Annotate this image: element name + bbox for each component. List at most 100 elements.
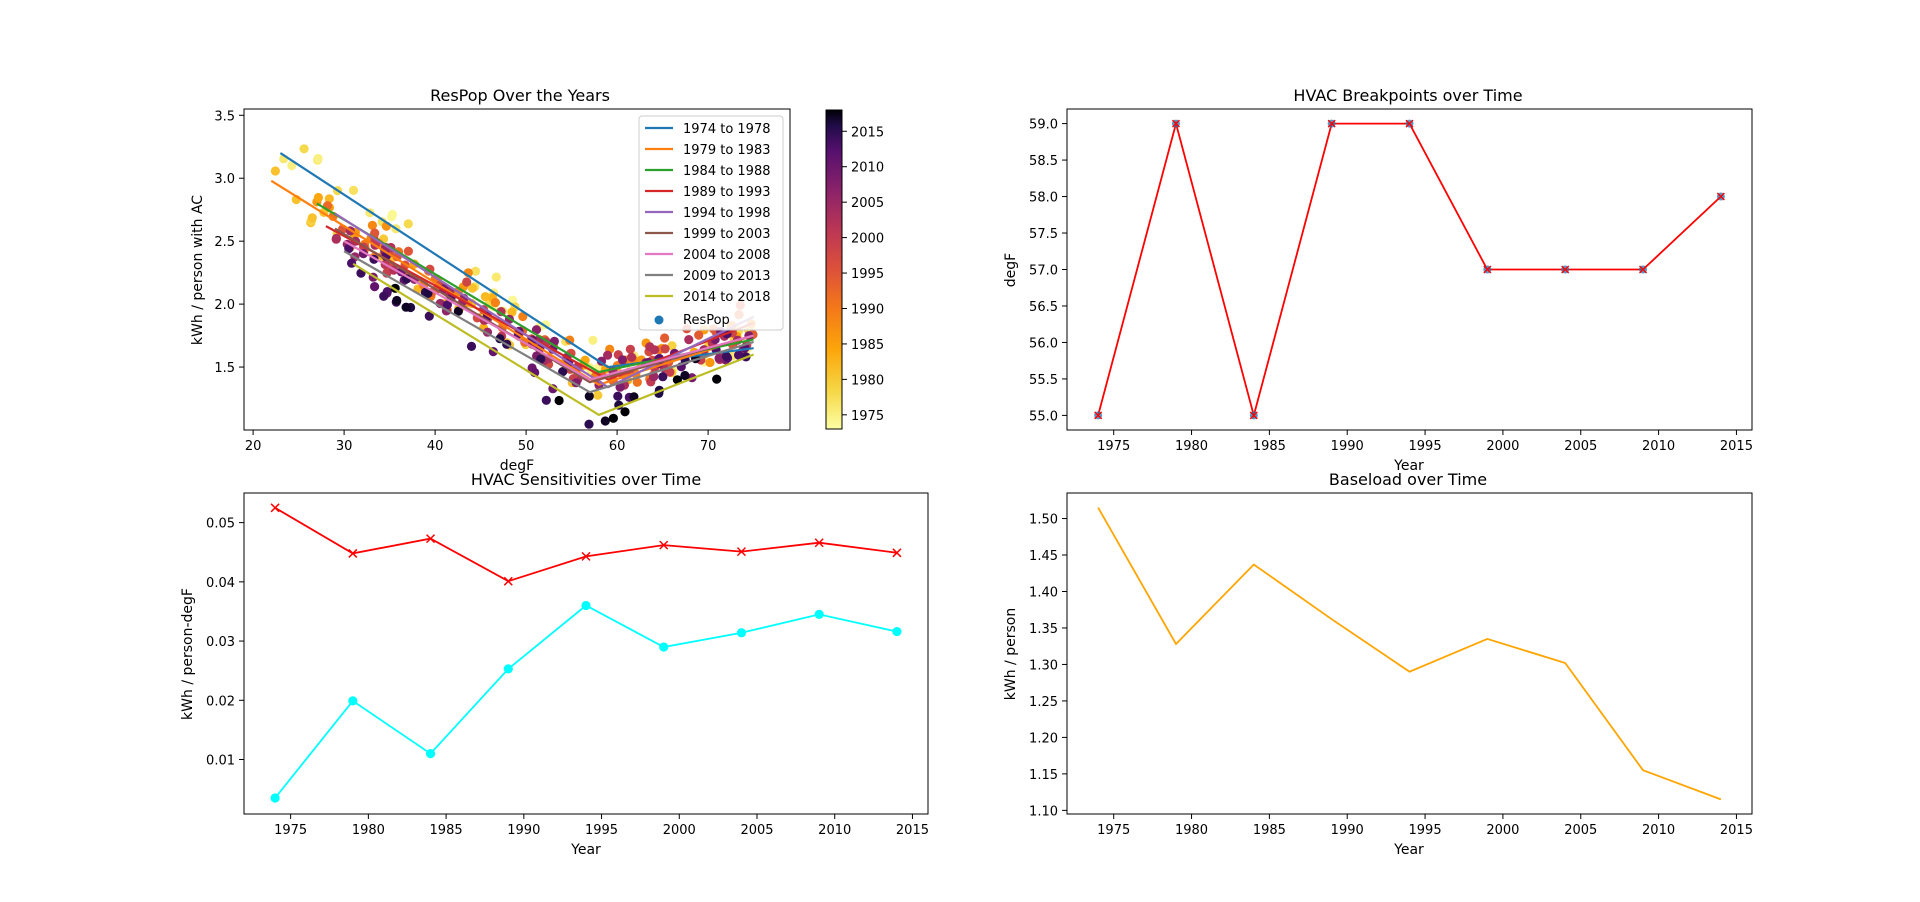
sensitivity-x-marker xyxy=(426,534,436,544)
respop-scatter-point xyxy=(531,325,542,335)
y-tick-label: 1.50 xyxy=(1029,513,1058,528)
respop-x-axis-label: degF xyxy=(500,458,534,474)
baseload-x-ticks: 1975 1980 1985 1990 1995 2000 2005 2010 2015 xyxy=(1097,814,1753,838)
x-tick-label: 1995 xyxy=(585,823,618,838)
legend-entry-label: 1974 to 1978 xyxy=(683,122,770,137)
respop-scatter-point xyxy=(627,352,637,362)
respop-scatter-point xyxy=(672,375,683,385)
sensitivity-dot-marker xyxy=(736,628,747,638)
x-tick-label: 2000 xyxy=(663,823,696,838)
respop-scatter-point xyxy=(680,370,690,381)
respop-scatter-point xyxy=(603,350,613,360)
respop-scatter-point xyxy=(712,374,722,384)
breakpoint-x-marker xyxy=(1639,265,1648,274)
breakpoints-x-ticks: 1975 1980 1985 1990 1995 2000 2005 2010 2015 xyxy=(1097,430,1753,454)
colorbar-tick-label: 1980 xyxy=(851,373,884,388)
respop-plot-frame xyxy=(243,108,791,431)
y-tick-label: 1.35 xyxy=(1029,622,1058,637)
y-tick-label: 0.01 xyxy=(206,754,235,769)
legend-respop-label: ResPop xyxy=(683,313,730,328)
y-tick-label: 0.05 xyxy=(206,517,235,532)
respop-scatter-point xyxy=(403,246,413,256)
colorbar-tick-label: 1990 xyxy=(851,302,884,317)
colorbar-tick-label: 1985 xyxy=(851,338,884,353)
sensitivity-x-marker xyxy=(736,547,746,557)
respop-y-ticks: 1.5 2.0 2.5 3.0 3.5 xyxy=(214,109,244,376)
respop-scatter-point xyxy=(650,345,660,355)
respop-scatter-point xyxy=(392,295,402,306)
breakpoint-x-marker xyxy=(1483,265,1492,274)
y-tick-label: 58.5 xyxy=(1029,154,1058,169)
respop-fit-line xyxy=(343,240,754,381)
breakpoint-x-marker xyxy=(1171,119,1180,128)
sensitivity-dot-marker xyxy=(348,696,358,706)
baseload-chart: Baseload over Time 1975 1980 1985 1990 1995 2… xyxy=(1003,470,1753,858)
x-tick-label: 1995 xyxy=(1409,439,1442,454)
respop-scatter-point xyxy=(270,166,280,176)
respop-scatter-point xyxy=(490,298,500,308)
respop-scatter-point xyxy=(588,335,598,345)
year-colorbar: 1975 1980 1985 1990 1995 2000 2005 2010 2015 xyxy=(825,109,884,430)
sensitivity-dot-marker xyxy=(270,793,280,803)
respop-scatter-point xyxy=(554,395,564,406)
respop-scatter-point xyxy=(507,307,517,317)
heating-sensitivity-line xyxy=(274,604,898,799)
x-tick-label: 1990 xyxy=(1331,439,1364,454)
x-tick-label: 20 xyxy=(245,439,262,454)
legend-entry-label: 2014 to 2018 xyxy=(683,290,770,305)
respop-scatter-point xyxy=(593,390,603,400)
legend-entry-label: 1984 to 1988 xyxy=(683,164,770,179)
legend-entry-label: 2004 to 2008 xyxy=(683,248,770,263)
respop-scatter-point xyxy=(307,213,317,223)
breakpoints-title: HVAC Breakpoints over Time xyxy=(1293,86,1522,105)
y-tick-label: 1.15 xyxy=(1029,768,1058,783)
y-tick-label: 57.0 xyxy=(1029,264,1058,279)
x-tick-label: 70 xyxy=(700,439,717,454)
x-tick-label: 1980 xyxy=(1175,823,1208,838)
respop-scatter-point xyxy=(379,291,389,301)
x-tick-label: 40 xyxy=(427,439,444,454)
sensitivity-dot-marker xyxy=(659,642,669,652)
respop-scatter-point xyxy=(625,344,636,354)
breakpoint-x-marker xyxy=(1561,265,1570,274)
x-tick-label: 2010 xyxy=(1642,439,1675,454)
respop-scatter-point xyxy=(367,220,377,230)
x-tick-label: 2015 xyxy=(1720,823,1753,838)
y-tick-label: 56.0 xyxy=(1029,336,1058,351)
respop-scatter-point xyxy=(467,283,478,293)
sensitivities-y-axis-label: kWh / person-degF xyxy=(180,588,196,720)
baseload-title: Baseload over Time xyxy=(1329,470,1487,489)
respop-scatter-point xyxy=(660,344,670,354)
legend-box xyxy=(638,115,784,331)
respop-scatter-point xyxy=(608,413,619,423)
baseload-x-axis-label: Year xyxy=(1393,842,1424,858)
respop-fit-lines xyxy=(270,152,755,417)
respop-scatter-point xyxy=(313,192,323,203)
x-tick-label: 2000 xyxy=(1486,823,1519,838)
y-tick-label: 1.40 xyxy=(1029,585,1058,600)
respop-scatter-point xyxy=(370,282,380,292)
breakpoint-x-marker xyxy=(1716,192,1725,201)
x-tick-label: 50 xyxy=(518,439,535,454)
x-tick-label: 2010 xyxy=(1642,823,1675,838)
sensitivity-x-marker xyxy=(659,540,669,550)
respop-legend: 1974 to 1978 1979 to 1983 1984 to 1988 1989… xyxy=(638,115,784,331)
x-tick-label: 1980 xyxy=(1175,439,1208,454)
y-tick-label: 55.0 xyxy=(1029,409,1058,424)
respop-scatter-point xyxy=(632,377,642,387)
respop-scatter-point xyxy=(684,335,694,345)
sensitivity-dot-marker xyxy=(503,664,513,674)
sensitivity-x-marker xyxy=(892,548,902,558)
y-tick-label: 1.5 xyxy=(214,361,235,376)
respop-fit-line xyxy=(270,179,754,386)
baseload-y-ticks: 1.10 1.15 1.20 1.25 1.30 1.35 1.40 1.45 1.50 xyxy=(1029,513,1067,819)
respop-x-ticks: 20 30 40 50 60 70 xyxy=(245,430,717,454)
respop-scatter-point xyxy=(541,395,551,405)
legend-entry-label: 1979 to 1983 xyxy=(683,143,770,158)
sensitivity-dot-marker xyxy=(892,626,902,637)
respop-scatter-point xyxy=(387,209,397,219)
x-tick-label: 2000 xyxy=(1486,439,1519,454)
sensitivity-x-marker xyxy=(814,538,824,548)
respop-scatter-point xyxy=(665,367,675,377)
